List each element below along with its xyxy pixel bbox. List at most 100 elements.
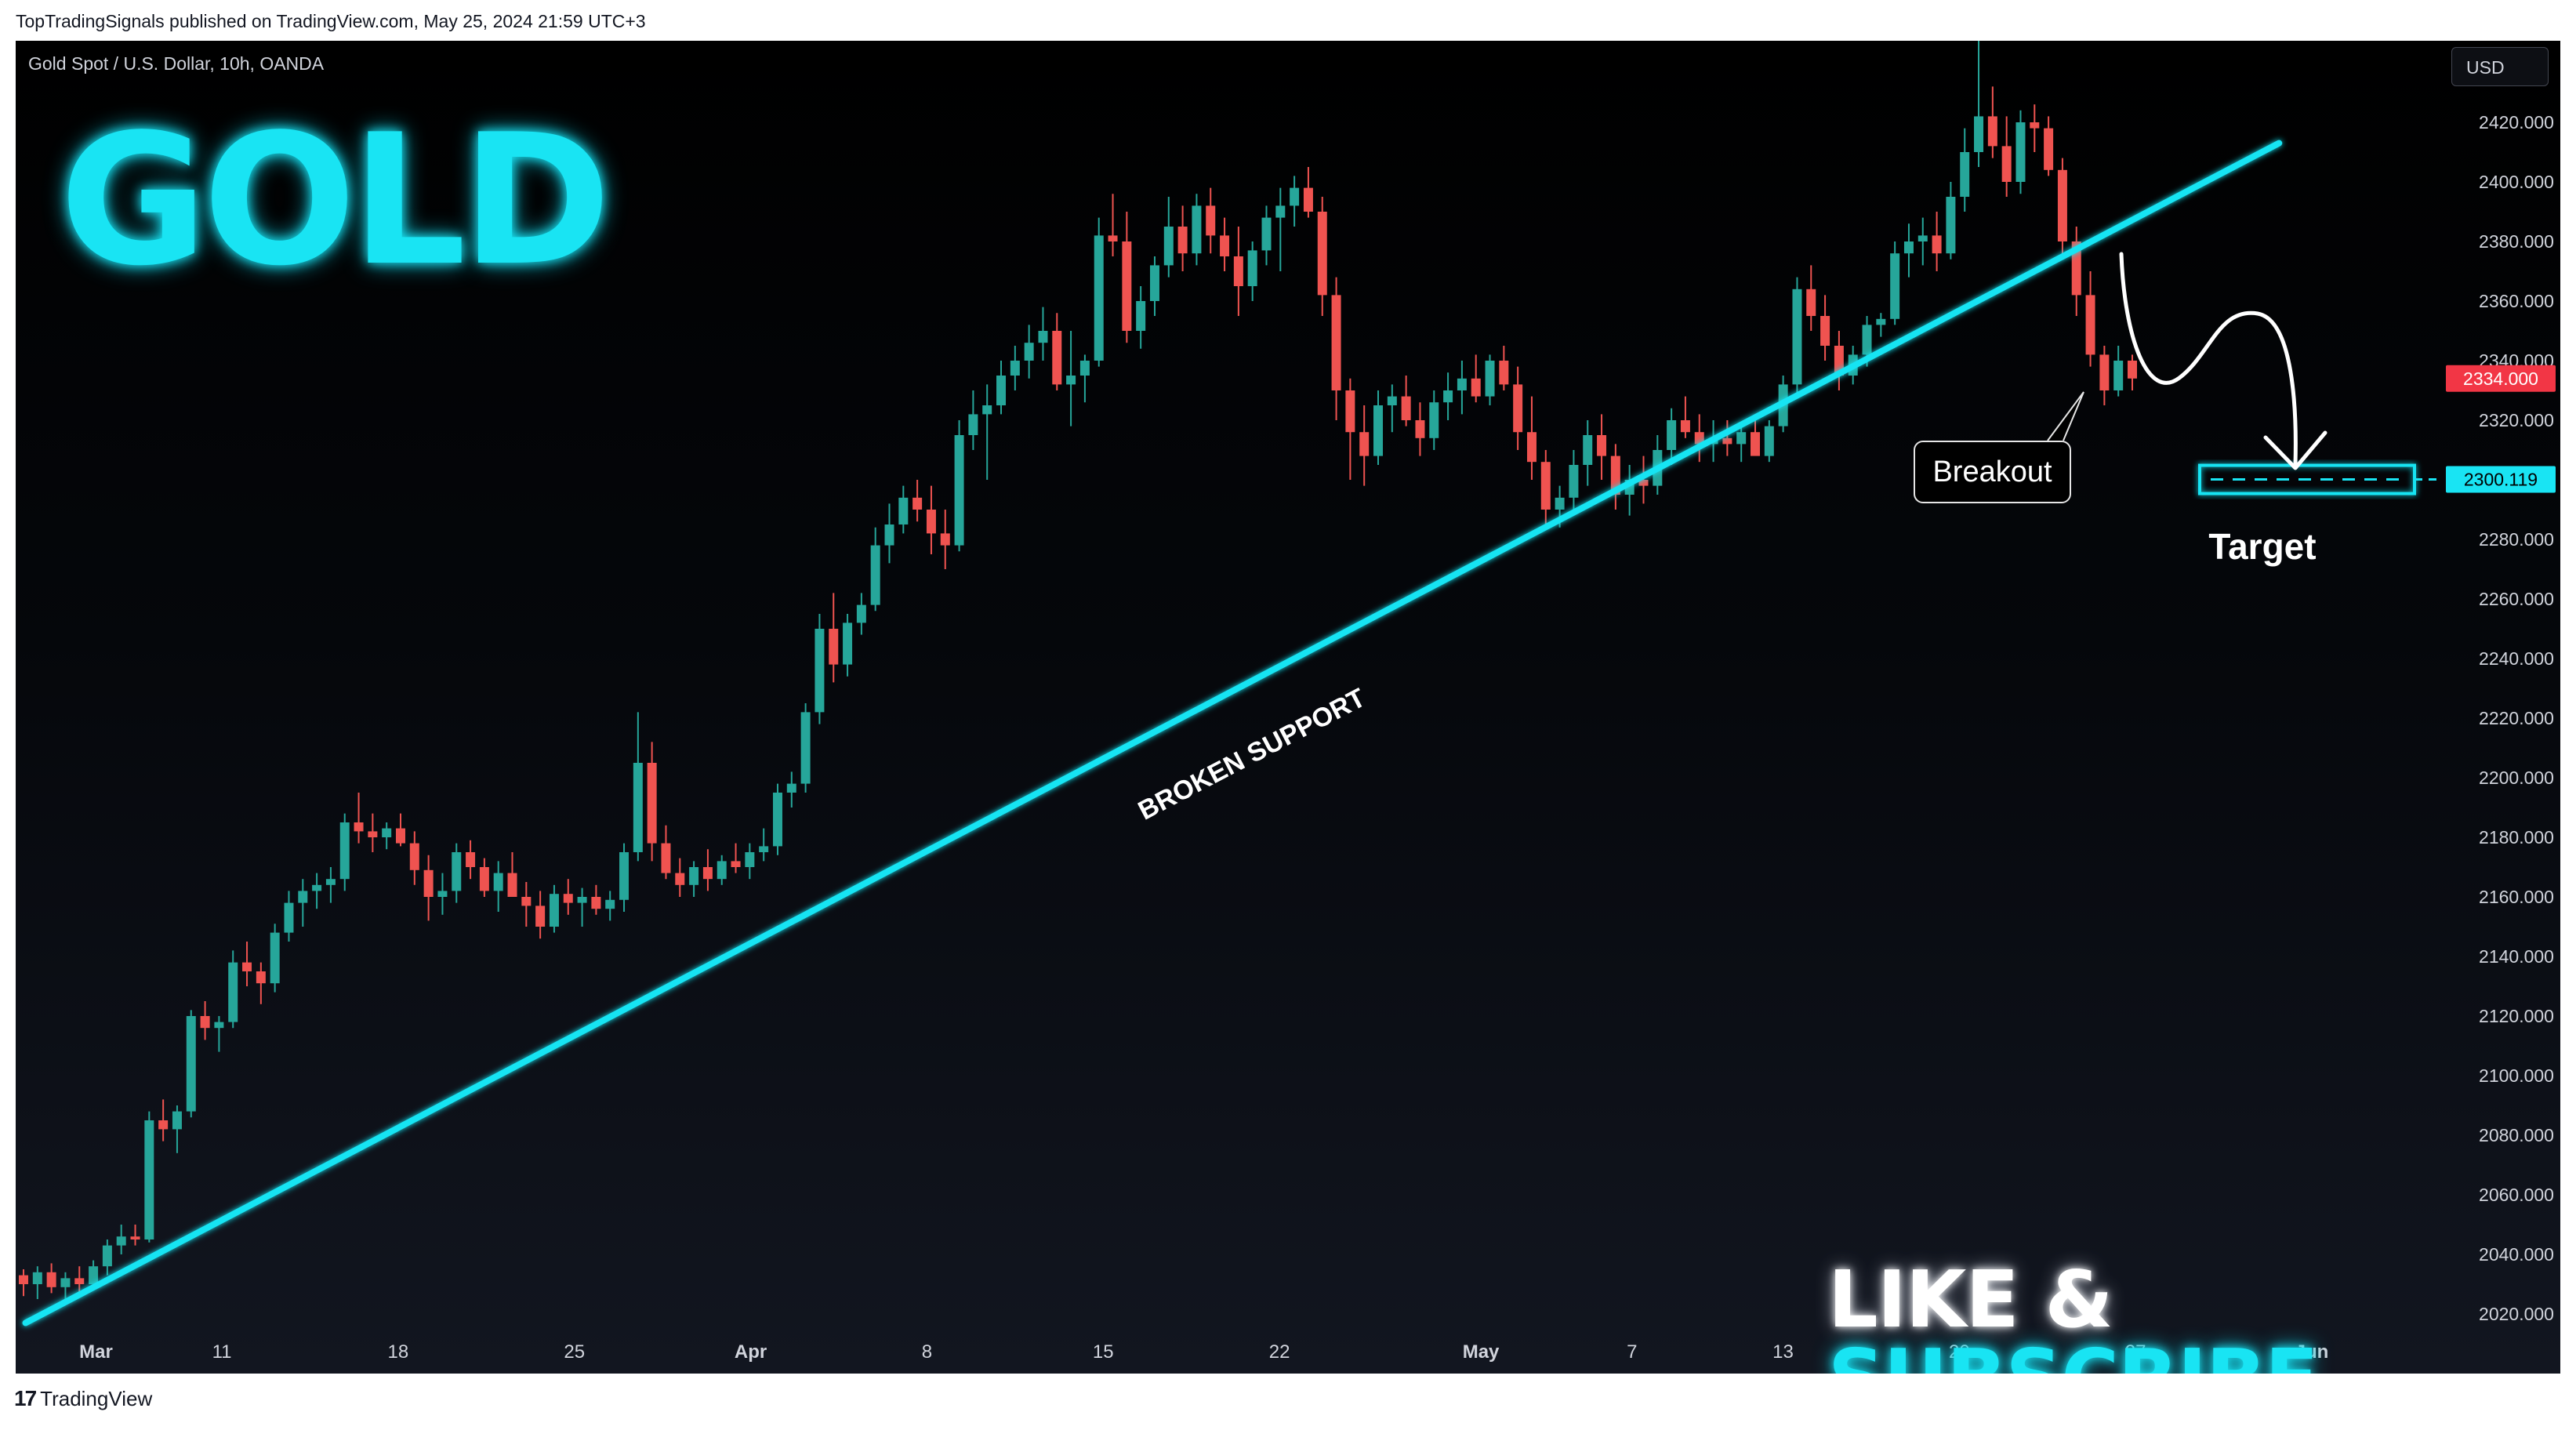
tradingview-footer[interactable]: 17 TradingView — [14, 1386, 152, 1411]
candle-body — [423, 869, 434, 897]
candle — [1569, 450, 1579, 510]
candle-body — [968, 414, 978, 435]
time-axis[interactable]: 6Mar111825Apr81522May7132027Jun — [16, 1341, 2328, 1363]
currency-button[interactable]: USD — [2451, 47, 2549, 86]
like-text: LIKE & — [1828, 1254, 2113, 1345]
candle-body — [1751, 432, 1761, 456]
candle-body — [1443, 390, 1453, 403]
candle — [1387, 384, 1397, 433]
candle-body — [1066, 376, 1076, 385]
candle — [1345, 378, 1355, 480]
candle — [1038, 307, 1048, 361]
price-axis[interactable]: 2020.000 2040.000 2060.000 2080.000 2100.000… — [2479, 112, 2554, 1324]
candle-body — [1331, 295, 1341, 390]
candle-body — [1974, 116, 1984, 152]
candle — [591, 884, 601, 915]
candle — [1917, 217, 1928, 266]
arrow-head-icon — [2263, 430, 2327, 470]
tradingview-brand: TradingView — [40, 1387, 153, 1410]
candle-body — [563, 894, 573, 903]
candle — [661, 825, 671, 880]
candle-body — [452, 852, 462, 891]
candle-body — [1275, 205, 1286, 218]
candle — [1415, 402, 1425, 456]
candle — [60, 1272, 71, 1302]
candle-body — [19, 1275, 28, 1284]
candle — [1317, 197, 1327, 316]
published-by-text: TopTradingSignals published on TradingVi… — [16, 11, 646, 31]
candle — [815, 614, 825, 724]
candle-body — [1024, 343, 1034, 361]
candle — [1932, 212, 1942, 271]
symbol-label[interactable]: Gold Spot / U.S. Dollar, 10h, OANDA — [28, 53, 325, 74]
candle — [912, 480, 923, 522]
candle-body — [2113, 361, 2124, 390]
candle-body — [1290, 187, 1300, 206]
candle-body — [1499, 361, 1509, 385]
candle — [2071, 227, 2081, 316]
candle — [1290, 176, 1300, 227]
candle — [1876, 313, 1886, 337]
candle-body — [242, 962, 252, 971]
candle-body — [1429, 402, 1439, 438]
candle — [1806, 265, 1816, 331]
candle-body — [1192, 205, 1202, 254]
target-price-badge[interactable]: 2300.119 — [2446, 466, 2556, 493]
candle-body — [270, 932, 280, 984]
candle — [968, 390, 978, 450]
support-trendline[interactable] — [22, 140, 2283, 1327]
candle-body — [479, 867, 489, 891]
candle — [1261, 205, 1272, 266]
candle — [1890, 241, 1900, 325]
candle-body — [1834, 346, 1844, 376]
candle — [1667, 408, 1677, 465]
candle — [870, 527, 880, 612]
candle-body — [1610, 455, 1620, 495]
candle-body — [2085, 295, 2095, 355]
candle-body — [1890, 253, 1900, 319]
candle — [2015, 110, 2026, 194]
candle-body — [926, 510, 936, 534]
candle — [2113, 346, 2124, 397]
candle — [535, 891, 546, 939]
candle-body — [382, 828, 392, 837]
candle — [954, 420, 964, 552]
candle — [1694, 414, 1704, 463]
price-tick-label: 2040.000 — [2479, 1244, 2554, 1265]
candle-body — [1960, 152, 1970, 197]
candle-body — [591, 897, 601, 909]
candle-body — [1247, 250, 1257, 286]
candle-body — [1485, 361, 1495, 397]
candle — [563, 879, 573, 915]
candle — [786, 771, 796, 808]
candle — [1359, 405, 1370, 486]
price-tick-label: 2180.000 — [2479, 827, 2554, 847]
last-price-badge[interactable]: 2334.000 — [2446, 365, 2556, 392]
candle-body — [1792, 289, 1802, 385]
candle — [829, 593, 839, 683]
candle — [2128, 354, 2137, 390]
candle — [507, 852, 517, 897]
candle-body — [605, 899, 615, 909]
candle-body — [1108, 235, 1118, 241]
candle — [1177, 205, 1188, 271]
candle — [1108, 194, 1118, 256]
candle — [982, 384, 992, 480]
price-tick-label: 2120.000 — [2479, 1006, 2554, 1026]
price-tick-label: 2260.000 — [2479, 589, 2554, 609]
candle — [200, 1001, 210, 1040]
chart-pane[interactable]: 2020.000 2040.000 2060.000 2080.000 2100.000… — [16, 41, 2560, 1374]
candle-body — [2057, 169, 2067, 241]
candle-body — [1471, 378, 1481, 397]
candle-body — [1820, 316, 1830, 346]
candle-body — [409, 843, 419, 870]
candle-body — [1387, 396, 1397, 405]
candle-body — [1052, 331, 1062, 385]
candle — [1513, 366, 1523, 450]
breakout-callout: Breakout — [1914, 441, 2071, 503]
price-chart[interactable]: 2020.000 2040.000 2060.000 2080.000 2100.000… — [16, 41, 2560, 1374]
candle-body — [1540, 462, 1551, 510]
candle-body — [1526, 432, 1537, 463]
candle — [759, 828, 769, 862]
candle — [466, 840, 476, 880]
